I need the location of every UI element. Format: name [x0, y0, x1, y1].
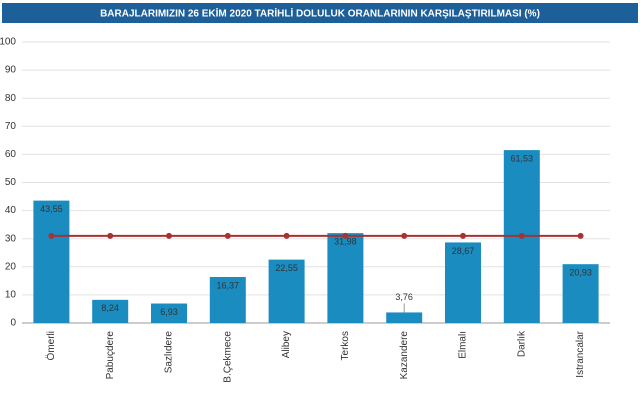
x-tick-label: Istrancalar — [575, 330, 586, 377]
y-tick-label: 10 — [5, 290, 17, 301]
bar — [445, 242, 481, 323]
value-label: 31,98 — [334, 237, 357, 247]
line-point — [401, 232, 408, 239]
x-tick-label: Ömerli — [45, 331, 57, 360]
bar — [386, 312, 423, 323]
y-tick-label: 50 — [5, 177, 17, 188]
value-label: 43,55 — [40, 204, 63, 214]
y-tick-label: 30 — [5, 233, 17, 244]
value-label: 61,53 — [511, 153, 534, 163]
x-tick-label: Terkos — [340, 331, 351, 360]
value-label: 22,55 — [275, 263, 298, 273]
line-point — [518, 232, 525, 239]
line-point — [283, 232, 290, 239]
line-point — [107, 232, 114, 239]
value-label: 16,37 — [217, 280, 240, 290]
y-tick-label: 60 — [5, 149, 17, 160]
value-label: 20,93 — [569, 268, 592, 278]
chart-title: BARAJLARIMIZIN 26 EKİM 2020 TARİHLİ DOLU… — [100, 7, 540, 20]
y-tick-label: 20 — [5, 261, 17, 272]
bar — [33, 200, 70, 323]
value-label: 8,24 — [101, 303, 119, 313]
line-point — [577, 232, 584, 239]
line-point — [166, 232, 172, 239]
bar — [562, 264, 599, 323]
y-tick-label: 0 — [10, 318, 16, 329]
x-tick-label: Elmalı — [458, 331, 469, 359]
value-label: 6,93 — [160, 307, 178, 317]
x-tick-label: B.Çekmece — [222, 331, 233, 383]
y-tick-label: 100 — [0, 37, 16, 48]
title-banner — [2, 3, 638, 23]
line-point — [48, 232, 55, 239]
bar — [268, 259, 305, 323]
value-label: 3,76 — [395, 292, 413, 302]
y-tick-label: 70 — [5, 121, 17, 132]
line-point — [224, 232, 231, 239]
line-point — [342, 232, 349, 239]
y-tick-label: 40 — [5, 205, 17, 216]
x-tick-label: Darlık — [516, 330, 527, 357]
bar — [209, 277, 246, 323]
value-label: 28,67 — [452, 246, 475, 256]
bar — [151, 303, 187, 323]
x-tick-label: Kazandere — [399, 331, 410, 380]
x-tick-label: Pabuçdere — [105, 331, 116, 380]
y-tick-label: 80 — [5, 93, 17, 104]
bar — [92, 299, 129, 323]
line-point — [460, 232, 466, 239]
x-tick-label: Alibey — [281, 331, 292, 358]
bar — [327, 233, 364, 323]
y-tick-label: 90 — [5, 65, 17, 76]
x-tick-label: Sazlıdere — [164, 331, 175, 374]
